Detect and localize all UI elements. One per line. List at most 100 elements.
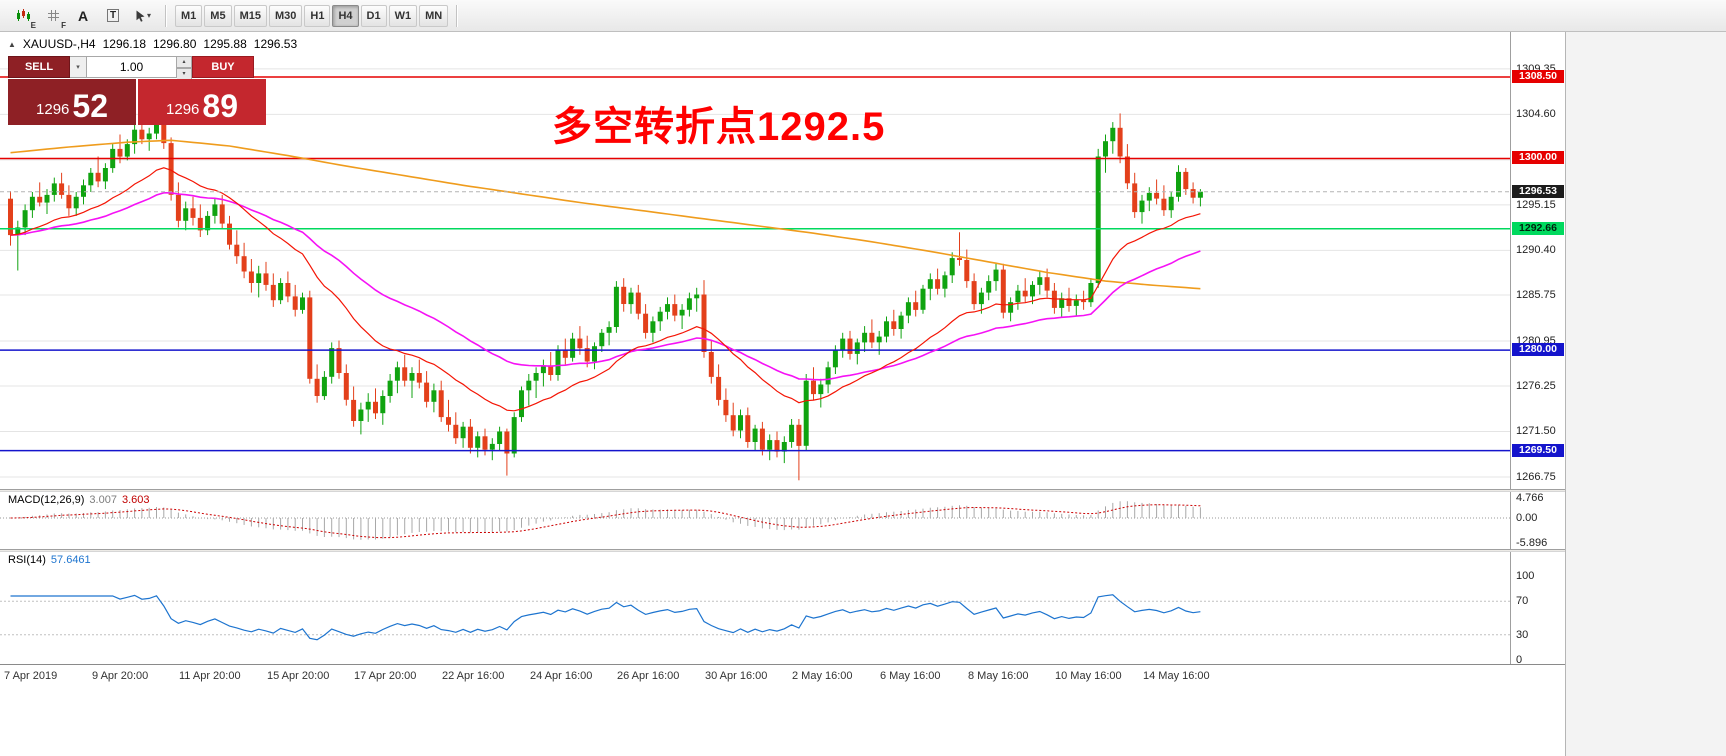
cursor-tool-icon[interactable]: ▾ [129,3,157,29]
buy-price-display[interactable]: 1296 89 [138,79,266,125]
rsi-value: 57.6461 [50,554,91,566]
icon-subscript: F [61,20,66,30]
chevron-down-icon: ▾ [182,71,186,77]
ma-slow-orange-line [10,139,1201,290]
rsi-title: RSI(14) [8,554,46,566]
rsi-scale-label: 100 [1516,570,1535,582]
ma-medium-magenta-line [10,192,1201,381]
price-scale-label: 1276.25 [1516,380,1556,392]
candlestick-style-icon[interactable]: E [9,3,37,30]
timeframe-button-m15[interactable]: M15 [233,4,267,27]
current-price-badge: 1296.53 [1512,185,1564,198]
timeframe-group: M1 M5 M15 M30 H1 H4 D1 W1 MN [174,4,449,27]
time-axis[interactable]: 7 Apr 2019 9 Apr 20:00 11 Apr 20:00 15 Apr … [0,668,1565,688]
bar-low-value: 1295.88 [203,37,247,51]
bar-open-value: 1296.18 [102,37,146,51]
bar-high-value: 1296.80 [153,37,197,51]
time-axis-label: 22 Apr 16:00 [442,670,505,682]
time-axis-label: 17 Apr 20:00 [354,670,417,682]
macd-signal-value: 3.603 [121,494,150,506]
rsi-scale-label: 0 [1516,654,1523,666]
price-scale-label: 1271.50 [1516,425,1556,437]
sell-price-pips: 52 [72,88,108,124]
volume-dropdown-button[interactable]: ▾ [70,56,87,78]
time-axis-label: 9 Apr 20:00 [92,670,149,682]
time-axis-label: 8 May 16:00 [968,670,1029,682]
sell-price-display[interactable]: 1296 52 [8,79,136,125]
buy-button[interactable]: BUY [192,56,254,78]
chart-window[interactable]: ▲ XAUUSD-,H4 1296.18 1296.80 1295.88 129… [0,32,1566,756]
chevron-down-icon: ▾ [146,11,151,20]
text-label-tool-icon[interactable]: A [69,3,97,29]
chevron-down-icon: ▾ [76,64,80,71]
hline-price-badge: 1292.66 [1512,222,1564,235]
sell-price-main: 1296 [36,101,70,118]
workspace-empty-area [1566,32,1726,756]
candles-layer [8,104,1203,481]
timeframe-button-mn[interactable]: MN [419,4,449,27]
letter-glyph: A [77,7,89,24]
price-scale-label: 1266.75 [1516,471,1556,483]
timeframe-button-h4[interactable]: H4 [332,4,359,27]
macd-scale-label: 0.00 [1516,512,1538,524]
time-axis-label: 24 Apr 16:00 [530,670,593,682]
ma-fast-red-line [10,167,1201,412]
price-scale[interactable]: 1309.351304.601299.851295.151290.401285.… [1510,32,1565,666]
icon-subscript: E [30,20,36,30]
time-axis-label: 30 Apr 16:00 [705,670,768,682]
chart-annotation: 多空转折点1292.5 [552,105,886,149]
hline-price-badge: 1300.00 [1512,151,1564,164]
pane-separator[interactable] [0,489,1565,492]
horizontal-lines-layer[interactable] [0,76,1510,452]
price-scale-label: 1304.60 [1516,108,1556,120]
time-axis-border [0,664,1565,665]
main-toolbar: E F A T ▾ M1 M5 M15 M30 H1 H4 D1 W1 MN [0,0,1726,32]
volume-increase-button[interactable]: ▴ [177,56,192,68]
macd-label: MACD(12,26,9) 3.007 3.603 [8,494,154,506]
time-axis-label: 14 May 16:00 [1143,670,1210,682]
price-gridlines [0,68,1510,478]
rsi-label: RSI(14) 57.6461 [8,554,96,566]
macd-canvas[interactable] [0,492,1510,549]
text-box-tool-icon[interactable]: T [99,3,127,29]
rsi-line [10,594,1201,641]
timeframe-button-w1[interactable]: W1 [388,4,418,27]
timeframe-button-m30[interactable]: M30 [268,4,303,27]
timeframe-button-m1[interactable]: M1 [175,4,203,27]
hline-price-badge: 1280.00 [1512,343,1564,356]
macd-title: MACD(12,26,9) [8,494,85,506]
sell-button[interactable]: SELL [8,56,70,78]
time-axis-label: 2 May 16:00 [792,670,853,682]
mini-candles-glyph [16,9,30,21]
buy-price-pips: 89 [202,88,238,124]
buy-price-main: 1296 [166,101,200,118]
volume-spinner: ▴ ▾ [177,56,192,80]
one-click-trading-panel: SELL ▾ ▴ ▾ BUY 1296 52 1296 89 [8,56,266,125]
time-axis-label: 11 Apr 20:00 [179,670,241,682]
bar-close-value: 1296.53 [253,37,298,51]
collapse-arrow-icon[interactable]: ▲ [8,39,16,49]
rsi-scale-label: 30 [1516,629,1529,641]
boxed-letter-glyph: T [106,9,120,22]
cursor-arrow-glyph [136,10,145,22]
macd-main-value: 3.007 [89,494,117,506]
macd-scale-label: -5.896 [1516,537,1548,549]
mini-grid-glyph [47,10,59,21]
volume-input[interactable] [87,56,177,78]
price-chart-canvas[interactable] [0,32,1510,489]
time-axis-label: 6 May 16:00 [880,670,941,682]
timeframe-button-h1[interactable]: H1 [304,4,331,27]
quote-header: ▲ XAUUSD-,H4 1296.18 1296.80 1295.88 129… [8,37,297,51]
time-axis-label: 26 Apr 16:00 [617,670,680,682]
pane-separator[interactable] [0,549,1565,552]
symbol-label: XAUUSD-,H4 [22,37,96,51]
hline-price-badge: 1269.50 [1512,444,1564,457]
hline-price-badge: 1308.50 [1512,70,1564,83]
grid-style-icon[interactable]: F [39,3,67,30]
macd-signal-line [10,504,1201,539]
timeframe-button-d1[interactable]: D1 [360,4,387,27]
price-scale-label: 1285.75 [1516,289,1556,301]
rsi-canvas[interactable] [0,552,1510,664]
timeframe-button-m5[interactable]: M5 [204,4,232,27]
time-axis-label: 15 Apr 20:00 [267,670,330,682]
